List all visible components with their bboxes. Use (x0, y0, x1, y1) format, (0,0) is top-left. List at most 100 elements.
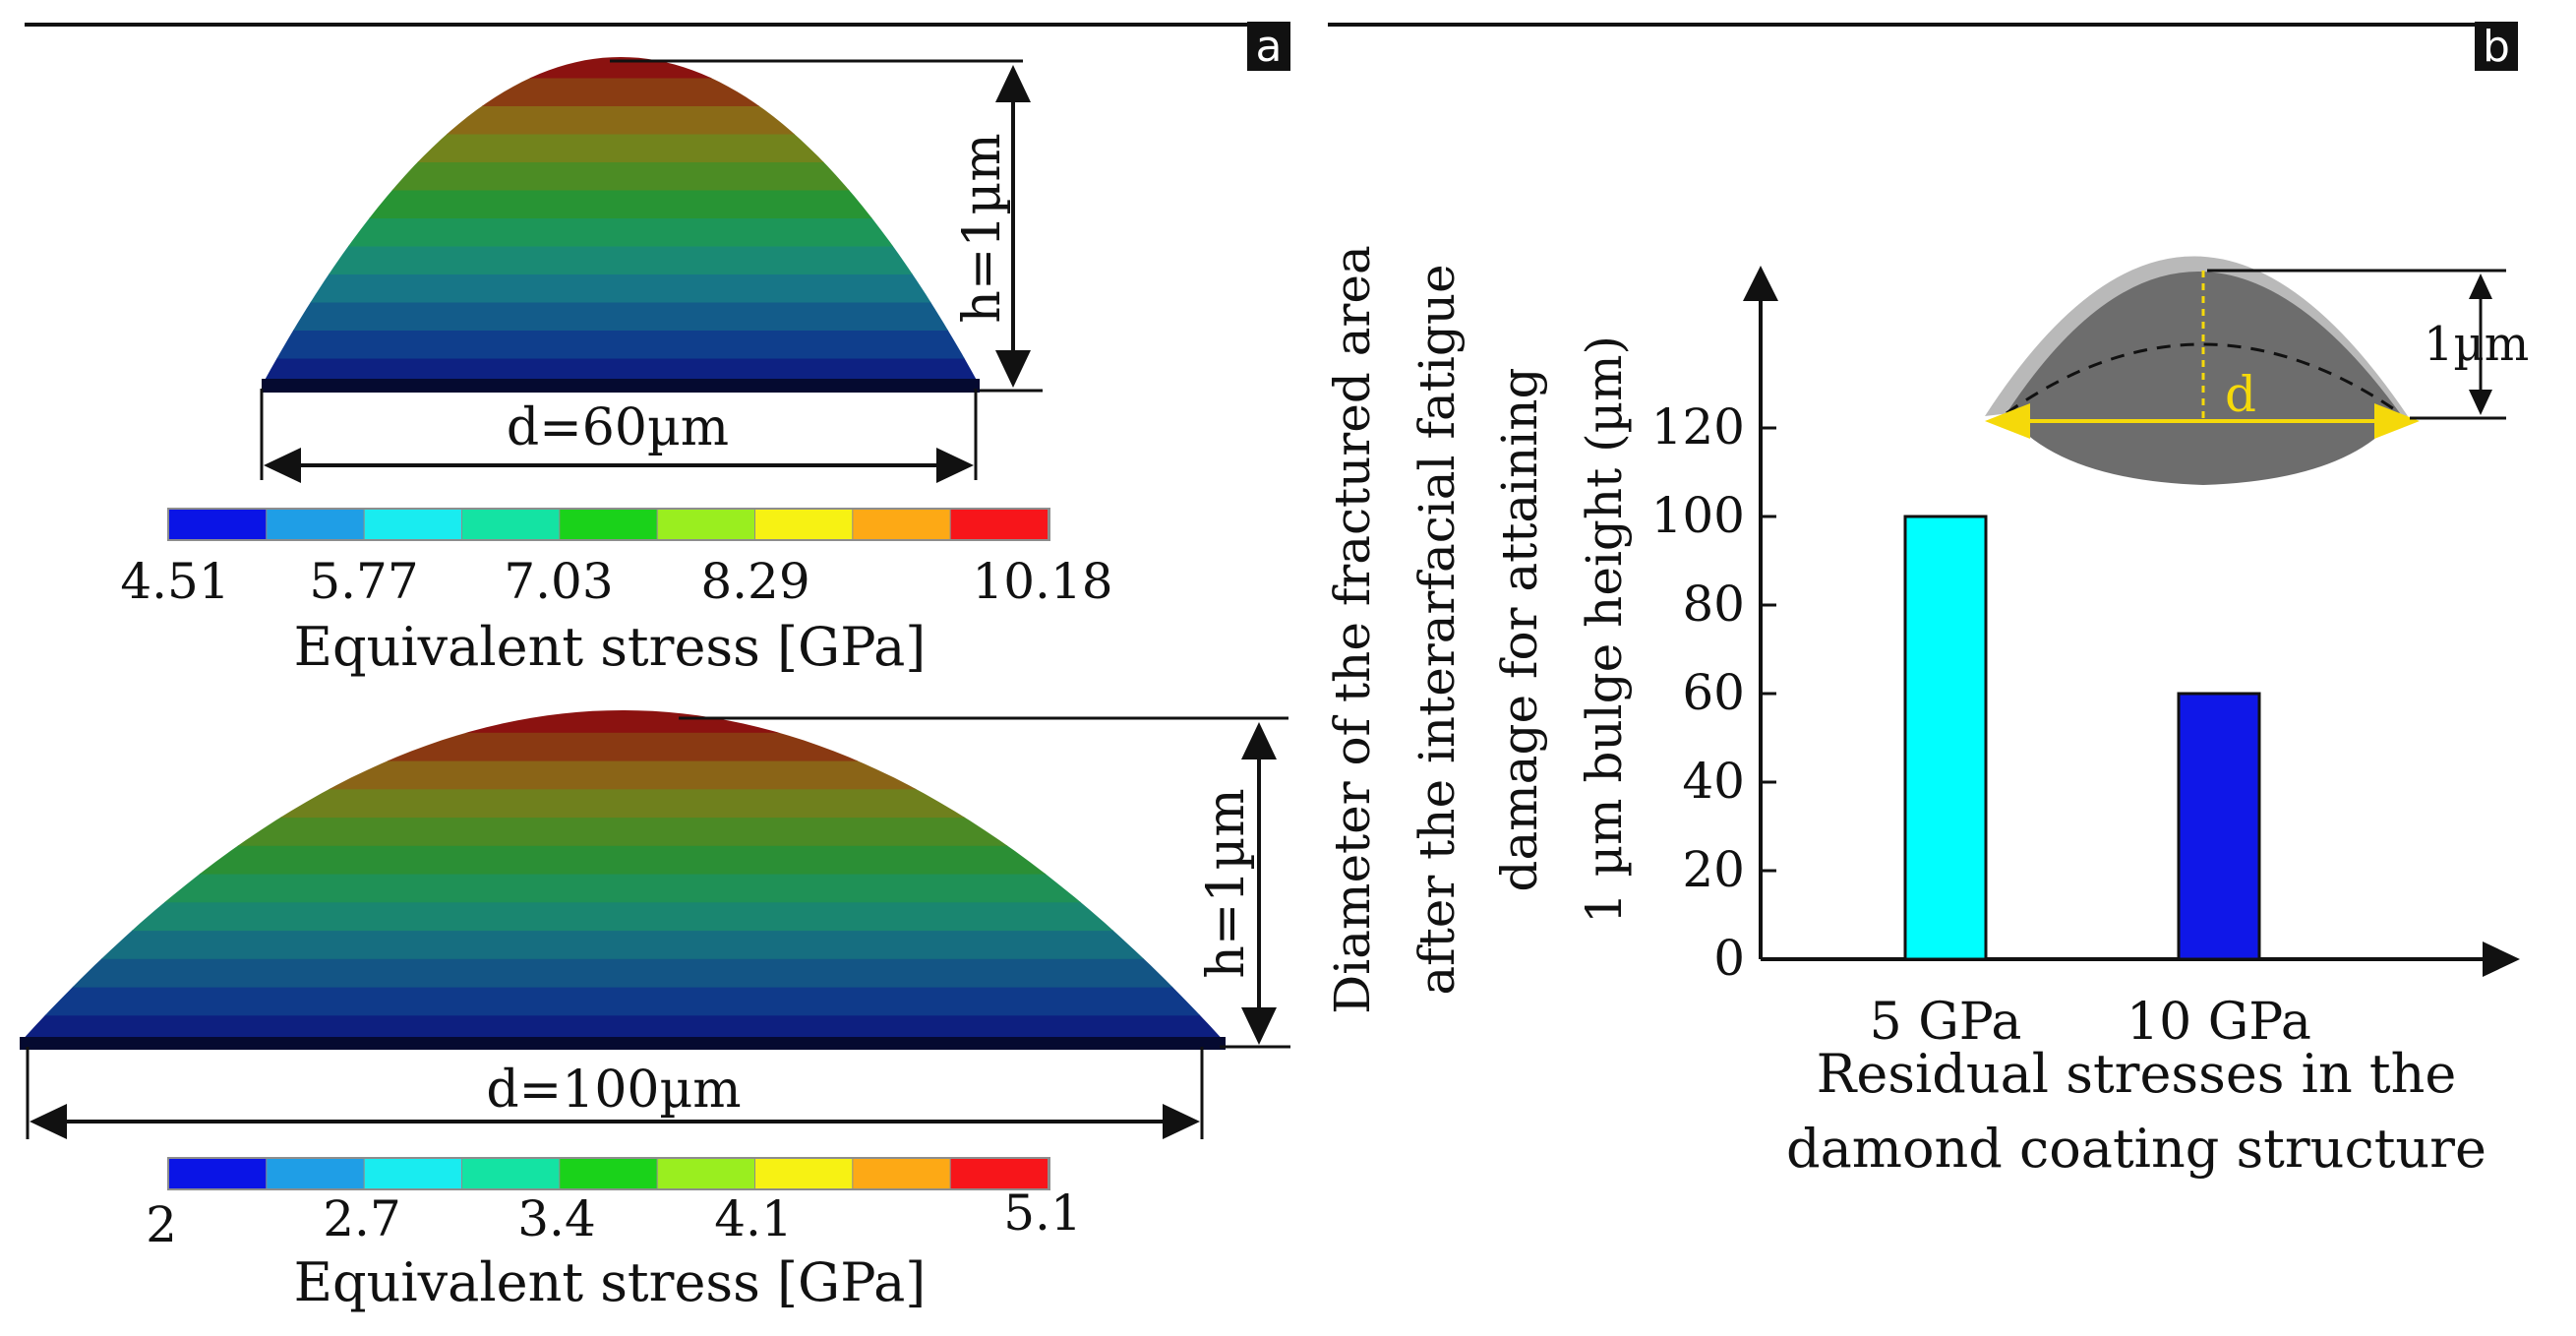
colorbar-bottom-swatch-1 (267, 1159, 364, 1188)
dome-top-band-3 (262, 273, 980, 303)
bar-0 (1903, 515, 1988, 961)
inset-height-label: 1µm (2424, 317, 2529, 372)
dome-top-base (262, 379, 980, 393)
dome-bottom-height-arrow-up (1241, 722, 1277, 759)
inset-diameter-arrow-right (2374, 403, 2420, 439)
dome-bottom-band-6 (20, 844, 1226, 875)
dome-top-height-arrow-down (995, 350, 1031, 388)
y-tick-label-3: 60 (1682, 664, 1745, 721)
colorbar-top-tick-0: 4.51 (120, 553, 229, 610)
panel-a-letter: a (1256, 22, 1283, 72)
y-axis-arrowhead (1743, 266, 1778, 301)
colorbar-bottom-swatch-6 (755, 1159, 853, 1188)
colorbar-top-label: Equivalent stress [GPa] (294, 616, 927, 678)
dome-bottom-diameter-arrow-left (30, 1104, 67, 1139)
colorbar-bottom-swatch-4 (560, 1159, 657, 1188)
colorbar-top-tick-3: 8.29 (700, 553, 809, 610)
x-category-label-0: 5 GPa (1870, 993, 2022, 1052)
y-axis-label-line-2: after the interarfacial fatigue (1408, 264, 1466, 995)
y-axis-label-line-3: damage for attaining (1491, 367, 1548, 891)
colorbar-bottom-tick-4: 5.1 (1003, 1184, 1082, 1242)
inset-height-arrow-down (2469, 390, 2492, 415)
colorbar-bottom-swatches (167, 1157, 1050, 1190)
dome-bottom-band-5 (20, 873, 1226, 903)
dome-top-band-11 (262, 57, 980, 79)
dome-top-stress-bands (262, 57, 980, 386)
panel-a: a h=1µm d=60µm 4.51 5.77 7.03 8.29 10.18 (20, 22, 1290, 1313)
x-category-label-1: 10 GPa (2127, 993, 2311, 1052)
dome-bottom-band-7 (20, 817, 1226, 846)
y-tick-label-2: 40 (1682, 753, 1745, 810)
dome-top-diameter-arrow-right (936, 448, 974, 483)
dome-bottom-diameter-arrow-right (1163, 1104, 1200, 1139)
x-axis-arrowhead (2483, 941, 2520, 977)
colorbar-top-swatches (167, 508, 1050, 541)
dome-bottom-base (20, 1037, 1226, 1050)
colorbar-top-swatch-7 (853, 510, 950, 539)
y-tick-label-5: 100 (1651, 487, 1745, 544)
colorbar-bottom-swatch-8 (950, 1159, 1048, 1188)
inset-diameter-label: d (2225, 366, 2256, 423)
colorbar-bottom-swatch-7 (853, 1159, 950, 1188)
y-axis-label-line-4: 1 µm bulge height (µm) (1576, 335, 1633, 924)
colorbar-bottom-tick-3: 4.1 (714, 1190, 793, 1247)
colorbar-top-tick-2: 7.03 (504, 553, 613, 610)
panel-a-letter-box (1247, 22, 1290, 71)
dome-bottom-band-1 (20, 986, 1226, 1016)
colorbar-bottom-swatch-3 (462, 1159, 560, 1188)
dome-bottom-band-3 (20, 930, 1226, 959)
dome-bottom-band-8 (20, 788, 1226, 819)
colorbar-bottom-tick-0: 2 (146, 1196, 177, 1253)
dome-top-band-6 (262, 189, 980, 218)
colorbar-top-swatch-5 (657, 510, 754, 539)
dome-top-height-arrow-up (995, 65, 1031, 102)
colorbar-top-swatch-0 (169, 510, 267, 539)
y-tick-label-0: 0 (1713, 930, 1745, 987)
colorbar-top-tick-4: 10.18 (972, 553, 1112, 610)
colorbar-top: 4.51 5.77 7.03 8.29 10.18 Equivalent str… (120, 508, 1113, 678)
dome-top-band-4 (262, 245, 980, 274)
x-axis-label-line-1: Residual stresses in the (1817, 1043, 2457, 1105)
x-category-labels: 5 GPa 10 GPa (1870, 993, 2311, 1052)
y-axis-label-line-1: Diameter of the fractured area (1324, 245, 1381, 1014)
dome-bottom-band-2 (20, 957, 1226, 988)
panel-b-letter-box (2475, 22, 2518, 71)
dome-top-height-label: h=1µm (953, 133, 1012, 323)
dome-top-diameter-arrow-left (264, 448, 301, 483)
y-tick-label-1: 20 (1682, 841, 1745, 898)
y-ticks: 0 20 40 60 80 100 120 (1651, 398, 1776, 987)
y-tick-label-6: 120 (1651, 398, 1745, 455)
dome-top-band-10 (262, 77, 980, 106)
colorbar-top-swatch-3 (462, 510, 560, 539)
dome-top: h=1µm d=60µm (260, 57, 1043, 483)
inset-original-surface (2006, 342, 2401, 415)
dome-top-band-8 (262, 133, 980, 162)
dome-bottom: h=1µm d=100µm (20, 710, 1290, 1139)
bar-1 (2177, 692, 2261, 961)
colorbar-top-swatch-8 (950, 510, 1048, 539)
dome-top-band-5 (262, 217, 980, 247)
colorbar-bottom-swatch-2 (364, 1159, 461, 1188)
colorbar-top-swatch-4 (560, 510, 657, 539)
dome-top-band-1 (262, 330, 980, 359)
dome-bottom-band-10 (20, 731, 1226, 761)
colorbar-bottom-swatch-0 (169, 1159, 267, 1188)
panel-b-letter: b (2483, 22, 2510, 72)
colorbar-bottom-swatch-5 (657, 1159, 754, 1188)
y-axis-label: Diameter of the fractured area after the… (1324, 245, 1633, 1014)
inset-diameter-arrow-left (1985, 403, 2030, 439)
dome-top-band-7 (262, 161, 980, 191)
y-tick-label-4: 80 (1682, 576, 1745, 633)
colorbar-top-tick-1: 5.77 (309, 553, 418, 610)
dome-bottom-height-label: h=1µm (1197, 788, 1256, 978)
dome-bottom-band-9 (20, 759, 1226, 790)
colorbar-bottom: 2 2.7 3.4 4.1 5.1 Equivalent stress [GPa… (146, 1157, 1082, 1313)
colorbar-top-swatch-2 (364, 510, 461, 539)
dome-top-band-2 (262, 301, 980, 331)
colorbar-top-swatch-6 (755, 510, 853, 539)
colorbar-top-swatch-1 (267, 510, 364, 539)
dome-bottom-stress-bands (20, 710, 1226, 1043)
dome-top-diameter-label: d=60µm (507, 398, 729, 457)
x-axis-label-line-2: damond coating structure (1786, 1118, 2486, 1180)
